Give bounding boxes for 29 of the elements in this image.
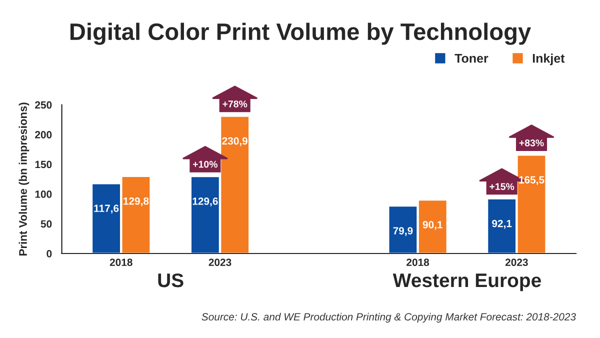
y-tick-label: 100	[35, 190, 52, 198]
y-tick-label: 200	[35, 131, 52, 138]
x-tick-label: 2018	[110, 258, 132, 266]
y-tick-label: 0	[46, 250, 52, 258]
data-label: 79,9	[393, 227, 413, 236]
data-label: 90,1	[422, 221, 442, 230]
annotation: +10%	[193, 160, 218, 168]
text: US	[158, 273, 184, 288]
data-label: 165,5	[519, 176, 544, 186]
data-label: 92,1	[492, 220, 512, 229]
x-tick-label: 2018	[406, 258, 430, 266]
annotation: +78%	[222, 100, 248, 108]
y-axis-title: Print Volume (bn impresions)	[18, 102, 30, 256]
y-tick-label: 150	[35, 160, 52, 168]
annotation: +15%	[490, 183, 514, 190]
data-label: 230,9	[222, 137, 248, 146]
legend-label: Inkjet	[532, 54, 565, 66]
data-label: 129,6	[192, 198, 218, 206]
data-label: 129,8	[124, 197, 149, 206]
text: Western Europe	[392, 274, 541, 292]
y-tick-label: 250	[35, 101, 52, 109]
x-tick-label: 2023	[208, 258, 232, 266]
y-tick-label: 50	[40, 220, 52, 228]
annotation: +83%	[519, 139, 544, 146]
source-note: Source: U.S. and WE Production Printing & Copying Market Forecast: 2018-2023	[202, 312, 576, 323]
data-label: 117,6	[94, 204, 119, 214]
legend-label: Toner	[454, 54, 488, 63]
x-tick-label: 2023	[505, 258, 528, 266]
chart-title: Digital Color Print Volume by Technology	[70, 22, 531, 45]
